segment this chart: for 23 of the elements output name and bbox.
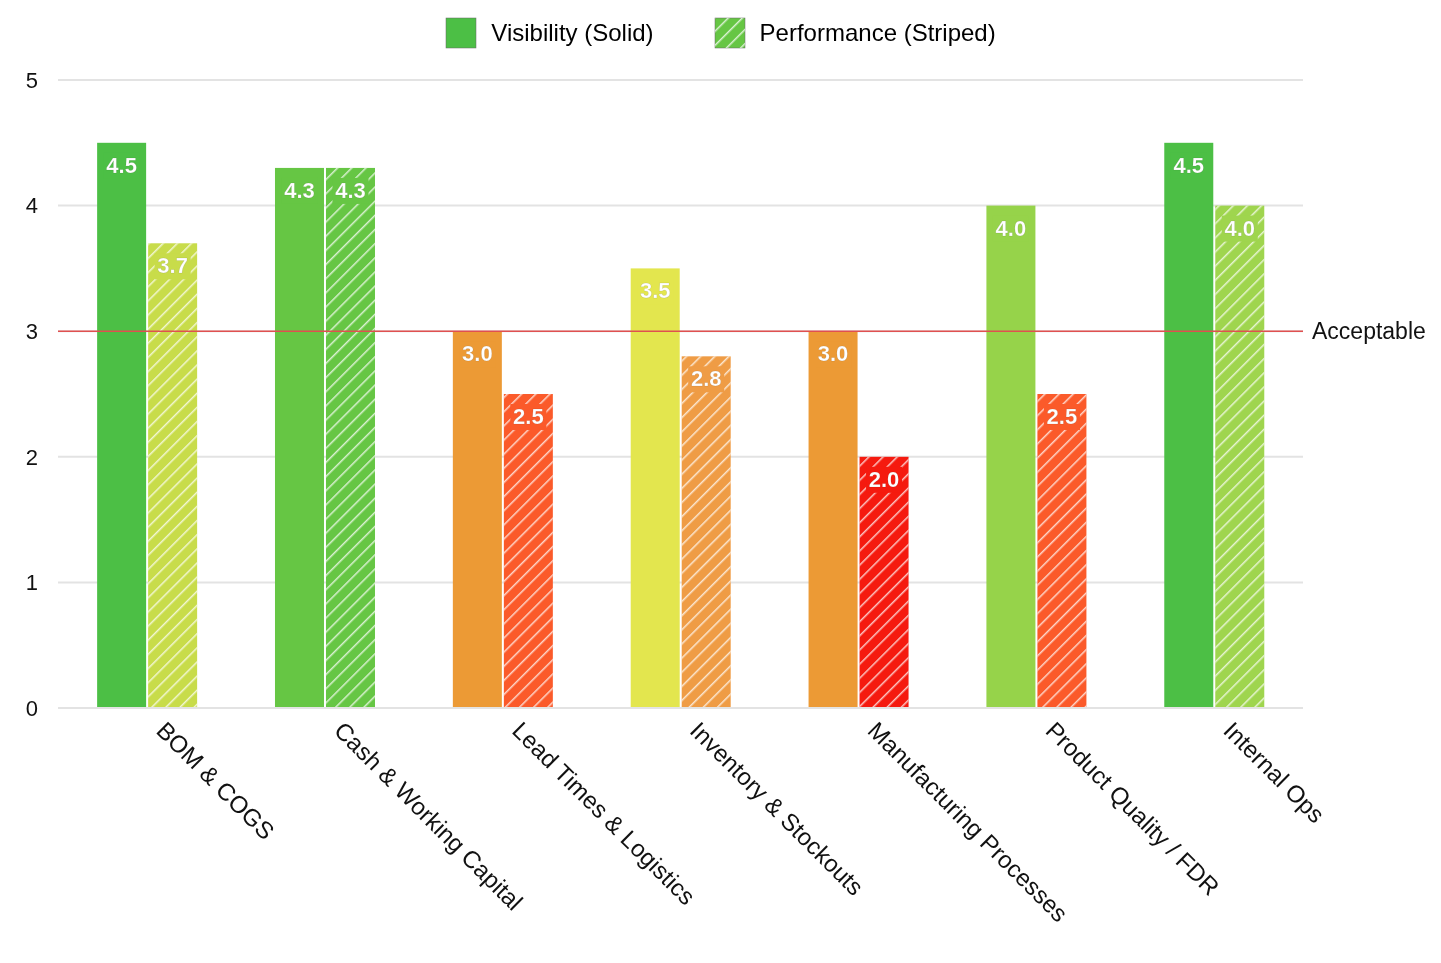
y-tick-label: 2 (25, 444, 38, 470)
data-label: 3.7 (157, 253, 188, 279)
y-tick-label: 3 (25, 319, 38, 345)
data-label: 4.5 (106, 152, 137, 178)
legend-label: Performance (Striped) (759, 19, 996, 47)
data-label: 4.3 (284, 177, 315, 203)
data-label: 2.5 (513, 404, 544, 429)
data-label: 4.0 (1224, 215, 1256, 241)
data-label: 2.0 (868, 466, 900, 492)
data-label: 4.5 (1173, 152, 1205, 178)
data-label: 2.5 (1046, 404, 1078, 429)
data-label: 2.8 (690, 366, 722, 392)
ref-line-label: Acceptable (1312, 318, 1426, 345)
y-tick-label: 1 (25, 570, 38, 596)
data-label: 4.3 (335, 177, 366, 203)
data-label: 3.0 (817, 341, 849, 367)
data-label: 3.5 (639, 278, 671, 304)
y-tick-label: 0 (25, 695, 38, 721)
y-tick-label: 4 (25, 193, 38, 219)
y-tick-label: 5 (25, 67, 38, 93)
legend-label: Visibility (Solid) (491, 19, 654, 47)
data-label: 4.0 (995, 215, 1027, 241)
data-label: 3.0 (462, 341, 493, 367)
